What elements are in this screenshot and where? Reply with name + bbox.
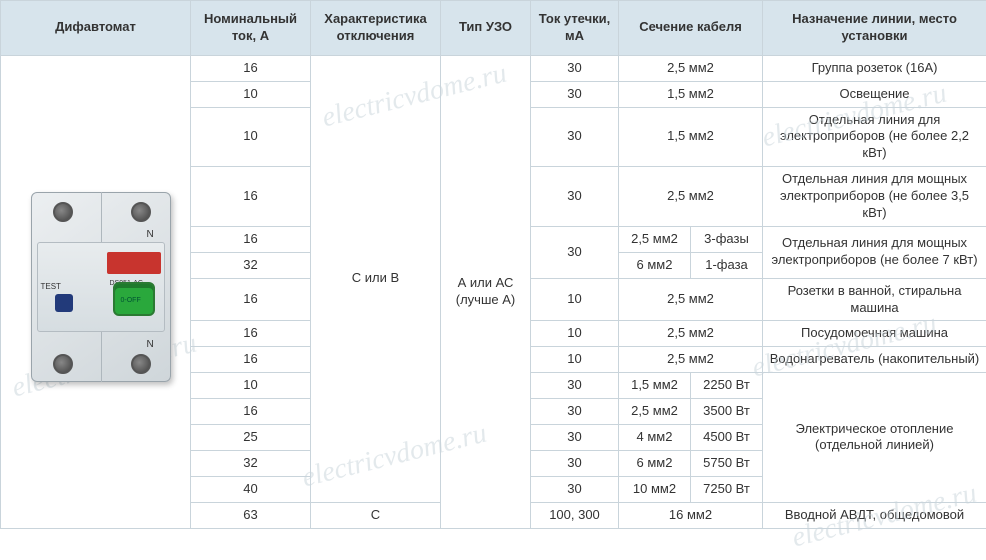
rcbo-device-illustration: TEST N N	[11, 182, 181, 402]
cell-section: 2,5 мм2	[619, 167, 763, 227]
cell-leak: 30	[531, 425, 619, 451]
cell-nominal: 16	[191, 278, 311, 321]
cell-nominal: 63	[191, 502, 311, 528]
header-tripchar: Характеристика отключения	[311, 1, 441, 56]
cell-purpose: Посудомоечная машина	[763, 321, 986, 347]
cell-leak: 10	[531, 347, 619, 373]
cell-purpose: Отдельная линия для электроприборов (не …	[763, 107, 986, 167]
cell-section-a: 10 мм2	[619, 476, 691, 502]
cell-section-a: 2,5 мм2	[619, 226, 691, 252]
cell-leak: 10	[531, 321, 619, 347]
header-row: Дифавтомат Номинальный ток, А Характерис…	[1, 1, 986, 56]
cell-nominal: 16	[191, 399, 311, 425]
cell-nominal: 16	[191, 167, 311, 227]
cell-purpose: Освещение	[763, 81, 986, 107]
cell-section: 2,5 мм2	[619, 278, 763, 321]
cell-leak: 30	[531, 476, 619, 502]
cell-section-b: 4500 Вт	[691, 425, 763, 451]
cell-section-b: 1-фаза	[691, 252, 763, 278]
cell-section-a: 4 мм2	[619, 425, 691, 451]
cell-section: 1,5 мм2	[619, 81, 763, 107]
header-section: Сечение кабеля	[619, 1, 763, 56]
cell-leak: 30	[531, 167, 619, 227]
cell-section-b: 3-фазы	[691, 226, 763, 252]
cell-section-a: 1,5 мм2	[619, 373, 691, 399]
cell-leak: 30	[531, 373, 619, 399]
cell-section: 16 мм2	[619, 502, 763, 528]
cell-uzotype-main: А или АС (лучше А)	[441, 55, 531, 528]
cell-section: 2,5 мм2	[619, 321, 763, 347]
header-leak: Ток утечки, мА	[531, 1, 619, 56]
cell-purpose: Розетки в ванной, стиральна машина	[763, 278, 986, 321]
cell-purpose: Отдельная линия для мощных электроприбор…	[763, 226, 986, 278]
cell-leak-last: 100, 300	[531, 502, 619, 528]
cell-leak: 30	[531, 226, 619, 278]
cell-leak: 30	[531, 399, 619, 425]
cell-section-a: 6 мм2	[619, 450, 691, 476]
cell-nominal: 10	[191, 107, 311, 167]
cell-nominal: 32	[191, 252, 311, 278]
cell-section: 1,5 мм2	[619, 107, 763, 167]
cell-leak: 30	[531, 55, 619, 81]
device-toggle	[113, 282, 155, 316]
cell-nominal: 16	[191, 321, 311, 347]
cell-section-b: 3500 Вт	[691, 399, 763, 425]
device-image-cell: TEST N N	[1, 55, 191, 528]
cell-nominal: 10	[191, 81, 311, 107]
cell-nominal: 40	[191, 476, 311, 502]
cell-nominal: 32	[191, 450, 311, 476]
cell-tripchar-last: С	[311, 502, 441, 528]
cell-leak: 30	[531, 81, 619, 107]
cell-section-b: 7250 Вт	[691, 476, 763, 502]
table-row: TEST N N 16 С или В А или АС (лучше А) 3…	[1, 55, 986, 81]
cell-nominal: 10	[191, 373, 311, 399]
cell-tripchar-main: С или В	[311, 55, 441, 502]
cell-purpose: Электрическое отопление (отдельной линие…	[763, 373, 986, 502]
device-n-mark: N	[147, 338, 154, 351]
cell-purpose: Водонагреватель (накопительный)	[763, 347, 986, 373]
cell-section: 2,5 мм2	[619, 347, 763, 373]
cell-section-a: 2,5 мм2	[619, 399, 691, 425]
cell-nominal: 25	[191, 425, 311, 451]
header-difautomat: Дифавтомат	[1, 1, 191, 56]
device-n-mark: N	[147, 228, 154, 241]
cell-purpose: Группа розеток (16А)	[763, 55, 986, 81]
cell-section-b: 5750 Вт	[691, 450, 763, 476]
header-purpose: Назначение линии, место установки	[763, 1, 986, 56]
device-test-label: TEST	[41, 282, 61, 292]
header-nominal: Номинальный ток, А	[191, 1, 311, 56]
cell-nominal: 16	[191, 226, 311, 252]
cell-leak: 30	[531, 450, 619, 476]
device-test-button	[55, 294, 73, 312]
cell-purpose: Вводной АВДТ, общедомовой	[763, 502, 986, 528]
device-model-strip	[107, 252, 161, 274]
cell-leak: 30	[531, 107, 619, 167]
table-wrapper: electricvdome.ru electricvdome.ru electr…	[0, 0, 986, 529]
cell-leak: 10	[531, 278, 619, 321]
cell-nominal: 16	[191, 55, 311, 81]
header-uzotype: Тип УЗО	[441, 1, 531, 56]
rcbo-selection-table: Дифавтомат Номинальный ток, А Характерис…	[0, 0, 986, 529]
cell-section: 2,5 мм2	[619, 55, 763, 81]
cell-purpose: Отдельная линия для мощных электроприбор…	[763, 167, 986, 227]
cell-section-b: 2250 Вт	[691, 373, 763, 399]
cell-nominal: 16	[191, 347, 311, 373]
cell-section-a: 6 мм2	[619, 252, 691, 278]
